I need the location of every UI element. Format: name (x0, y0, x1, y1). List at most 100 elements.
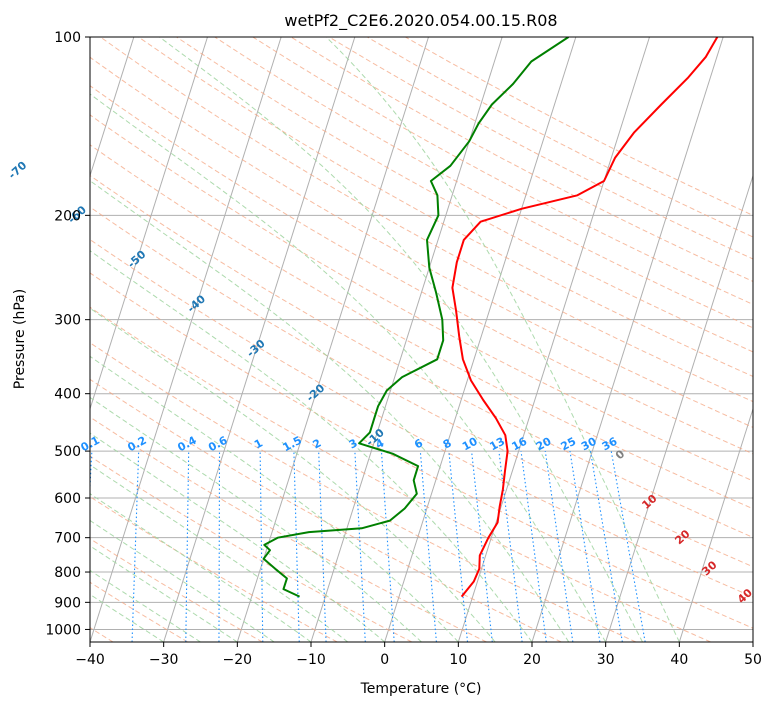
dry-adiabat-label: 20 (672, 527, 692, 547)
mixing-ratio-line (293, 451, 300, 642)
mixing-ratio-label: 16 (510, 435, 530, 454)
dry-adiabat-line (90, 85, 753, 455)
isotherm-label: -30 (244, 337, 268, 360)
dry-adiabat-line (90, 144, 753, 510)
dry-adiabat-line (90, 306, 711, 642)
dry-adiabat-line (90, 342, 637, 642)
y-tick-label: 100 (54, 30, 81, 46)
x-tick-label: −40 (75, 652, 105, 668)
dry-adiabat-line (100, 37, 753, 403)
x-tick-label: 50 (744, 652, 762, 668)
mixing-ratio-line (544, 451, 574, 642)
y-tick-label: 1000 (45, 622, 81, 638)
dry-adiabat-line (90, 272, 753, 629)
y-tick-label: 600 (54, 491, 81, 507)
mixing-ratio-line (218, 451, 221, 642)
dry-adiabat-line (90, 455, 413, 642)
isotherm-line (163, 37, 356, 642)
mixing-ratio-line (259, 451, 264, 642)
x-tick-label: 40 (670, 652, 688, 668)
isotherm-line (90, 37, 208, 411)
y-tick-label: 700 (54, 531, 81, 547)
x-tick-label: 20 (523, 652, 541, 668)
mixing-ratio-line (471, 451, 493, 642)
dry-adiabat-line (366, 37, 753, 238)
mixing-ratio-line (520, 451, 547, 642)
x-tick-label: −30 (149, 652, 179, 668)
y-tick-label: 200 (54, 208, 81, 224)
y-tick-label: 300 (54, 313, 81, 329)
isotherm-line (531, 37, 724, 642)
isotherm-line (457, 37, 650, 642)
moist-adiabat-line (90, 307, 496, 642)
y-tick-label: 500 (54, 444, 81, 460)
isotherm-line (236, 37, 429, 642)
x-tick-label: 30 (597, 652, 615, 668)
moist-adiabat-line (90, 355, 459, 642)
isotherm-line (752, 640, 753, 642)
dry-adiabat-line (90, 378, 562, 642)
y-tick-label: 800 (54, 565, 81, 581)
moist-adiabat-line (90, 545, 238, 642)
x-axis-label: Temperature (°C) (360, 681, 482, 697)
mixing-ratio-line (610, 451, 646, 642)
mixing-ratio-label: 1 (252, 436, 265, 451)
dewpoint-profile (262, 37, 570, 598)
mixing-ratio-label: 13 (487, 435, 507, 454)
isotherm-line (90, 37, 282, 642)
moist-adiabat-line (325, 37, 680, 642)
y-axis-label: Pressure (hPa) (12, 289, 28, 389)
dry-adiabat-label: 10 (639, 492, 659, 512)
dry-adiabat-line (90, 56, 753, 428)
dry-adiabat-line (90, 174, 753, 538)
mixing-ratio-line (569, 451, 601, 642)
moist-adiabat-line (90, 432, 386, 642)
plot-frame (89, 36, 754, 643)
mixing-ratio-line (131, 451, 140, 642)
isotherm-line (90, 37, 135, 178)
x-axis: −40 −30 −20 −10 0 10 20 30 40 50 (75, 642, 762, 668)
dry-adiabat-label: 0 (613, 447, 628, 462)
dry-adiabat-line (252, 37, 753, 305)
moist-adiabat-line (90, 519, 275, 642)
y-tick-label: 400 (54, 387, 81, 403)
isotherm-line (0, 37, 60, 642)
mixing-ratio-label: 25 (559, 435, 579, 454)
moist-adiabat-line (90, 464, 349, 642)
y-axis: 100 200 300 400 500 600 700 800 900 1000 (45, 30, 90, 638)
isotherm-line (678, 407, 753, 642)
mixing-ratio-label: 3 (347, 436, 360, 451)
mixing-ratio-label: 20 (534, 435, 554, 454)
chart-title: wetPf2_C2E6.2020.054.00.15.R08 (284, 11, 557, 31)
dry-adiabat-line (90, 416, 487, 642)
dry-adiabat-line (90, 581, 188, 642)
dry-adiabat-line (405, 37, 753, 216)
moist-adiabat-line (90, 250, 533, 642)
moist-adiabat-line (90, 396, 422, 642)
mixing-ratio-label: 30 (579, 435, 599, 454)
x-tick-label: −20 (223, 652, 253, 668)
temperature-profile (451, 37, 719, 598)
mixing-ratio-line (448, 451, 469, 642)
isotherm-label: -40 (185, 292, 209, 315)
dry-adiabat-line (290, 37, 753, 282)
plot-data-lines (262, 37, 719, 598)
isotherm-line (605, 174, 753, 642)
mixing-ratio-label: 8 (441, 436, 454, 451)
isotherm-label: -70 (6, 159, 30, 182)
mixing-ratio-line (589, 451, 623, 642)
isotherm-label: -50 (125, 248, 149, 271)
mixing-ratio-line (380, 451, 395, 642)
dry-adiabat-label: 40 (735, 586, 755, 606)
dry-adiabat-line (90, 239, 753, 598)
mixing-ratio-label: 10 (460, 435, 480, 454)
dry-adiabat-line (90, 114, 753, 482)
x-tick-label: 10 (449, 652, 467, 668)
dry-adiabat-line (90, 538, 263, 642)
moist-adiabat-line (90, 180, 570, 642)
dry-adiabat-line (90, 496, 338, 642)
moist-adiabat-line (90, 493, 312, 642)
x-tick-label: 0 (380, 652, 389, 668)
dry-adiabat-line (138, 37, 753, 377)
